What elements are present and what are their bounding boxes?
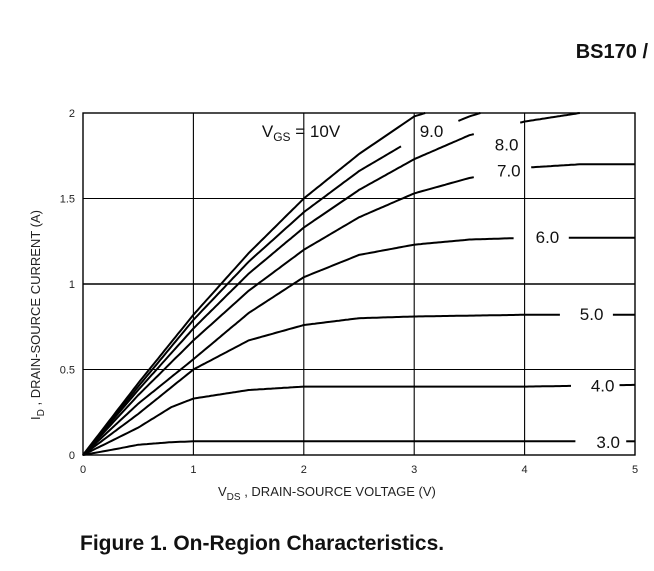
chart-ticks: 0 1 2 3 4 5 0 0.5 1 1.5 2 xyxy=(60,108,638,476)
plot-frame xyxy=(82,112,636,456)
y-tick-label: 2 xyxy=(69,108,75,120)
curve-vgs-8-0-seg-1 xyxy=(519,112,580,124)
curve-label-main: V xyxy=(262,122,274,141)
chart-curve-labels: VGS = 10V 9.0 8.0 7.0 6.0 5.0 4.0 3.0 xyxy=(262,122,620,452)
y-axis-label-rest: , DRAIN-SOURCE CURRENT (A) xyxy=(28,210,43,409)
chart-curves xyxy=(82,112,635,456)
x-axis-label-rest: , DRAIN-SOURCE VOLTAGE (V) xyxy=(241,484,436,499)
curve-vgs-5-0-seg-0 xyxy=(82,313,560,456)
curve-vgs-4-0-seg-0 xyxy=(82,384,571,456)
x-tick-label: 5 xyxy=(632,464,638,476)
x-axis-label-main: V xyxy=(218,484,227,499)
x-tick-label: 3 xyxy=(411,464,417,476)
chart-grid xyxy=(83,113,635,455)
curve-label-3-0: 3.0 xyxy=(596,433,620,452)
y-tick-label: 0 xyxy=(69,450,75,462)
figure-caption: Figure 1. On-Region Characteristics. xyxy=(80,532,445,555)
y-tick-label: 0.5 xyxy=(60,365,75,377)
y-axis-label-main: I xyxy=(28,416,43,420)
part-number-header: BS170 / xyxy=(575,41,648,63)
curve-vgs-9-0-seg-1 xyxy=(458,112,481,122)
curve-vgs-8-0-seg-0 xyxy=(82,133,475,456)
curve-label-sub: GS xyxy=(273,130,290,144)
x-tick-label: 4 xyxy=(522,464,528,476)
curve-label-6-0: 6.0 xyxy=(536,228,560,247)
curve-label-9-0: 9.0 xyxy=(420,122,444,141)
y-tick-label: 1.5 xyxy=(60,194,75,206)
curve-label-rest: = 10V xyxy=(291,122,341,141)
x-axis-label: VDS , DRAIN-SOURCE VOLTAGE (V) xyxy=(218,484,436,503)
curve-vgs-6-0-seg-0 xyxy=(82,237,514,456)
x-tick-label: 1 xyxy=(190,464,196,476)
curve-vgs-9-0-seg-0 xyxy=(82,145,402,456)
x-tick-label: 2 xyxy=(301,464,307,476)
y-tick-label: 1 xyxy=(69,279,75,291)
y-axis-label-sub: D xyxy=(36,409,47,416)
y-axis-label: ID , DRAIN-SOURCE CURRENT (A) xyxy=(28,210,47,420)
curve-label-4-0: 4.0 xyxy=(591,377,615,396)
x-axis-label-sub: DS xyxy=(227,492,241,503)
curve-label-7-0: 7.0 xyxy=(497,161,521,180)
curve-vgs-10v-seg-0 xyxy=(82,112,426,456)
curve-vgs-7-0-seg-0 xyxy=(82,176,474,456)
curve-vgs-7-0-seg-1 xyxy=(531,163,635,169)
curve-vgs-3-0-seg-0 xyxy=(82,440,576,456)
curve-label-5-0: 5.0 xyxy=(580,305,604,324)
curve-label-8-0: 8.0 xyxy=(495,136,519,155)
curve-label-vgs-10v: VGS = 10V xyxy=(262,122,341,144)
x-tick-label: 0 xyxy=(80,464,86,476)
